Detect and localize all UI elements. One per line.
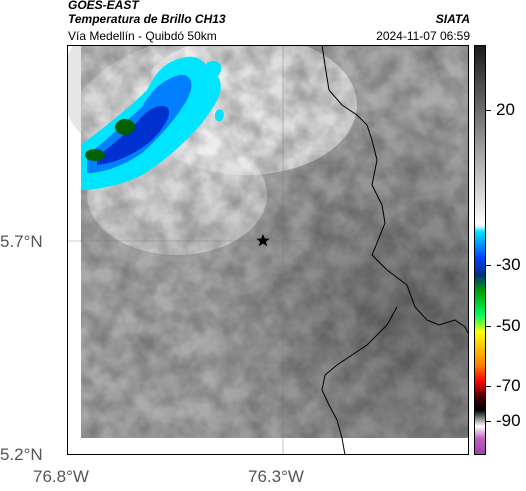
organization-label: SIATA: [435, 12, 470, 26]
latitude-label: 5.7°N: [0, 232, 43, 251]
satellite-title: GOES-EAST: [68, 0, 139, 12]
colorbar: [474, 45, 486, 455]
timestamp-label: 2024-11-07 06:59: [376, 29, 470, 43]
department-border-south: [321, 306, 398, 455]
satellite-map: [67, 45, 469, 455]
cold-cloud-tops: [81, 56, 224, 190]
department-border: [321, 45, 469, 336]
product-title: Temperatura de Brillo CH13: [68, 12, 226, 26]
star-icon: [256, 234, 270, 247]
longitude-label: 76.3°W: [248, 467, 304, 486]
longitude-label: 76.8°W: [33, 467, 89, 486]
colorbar-tick-label: -50: [496, 316, 521, 335]
route-subtitle: Vía Medellín - Quibdó 50km: [68, 29, 217, 43]
colorbar-tick-label: -90: [496, 411, 521, 430]
colorbar-tick-label: 20: [496, 100, 515, 119]
latitude-label: 5.2°N: [0, 445, 43, 464]
colorbar-tick-label: -30: [496, 255, 521, 274]
colorbar-tick-label: -70: [496, 376, 521, 395]
